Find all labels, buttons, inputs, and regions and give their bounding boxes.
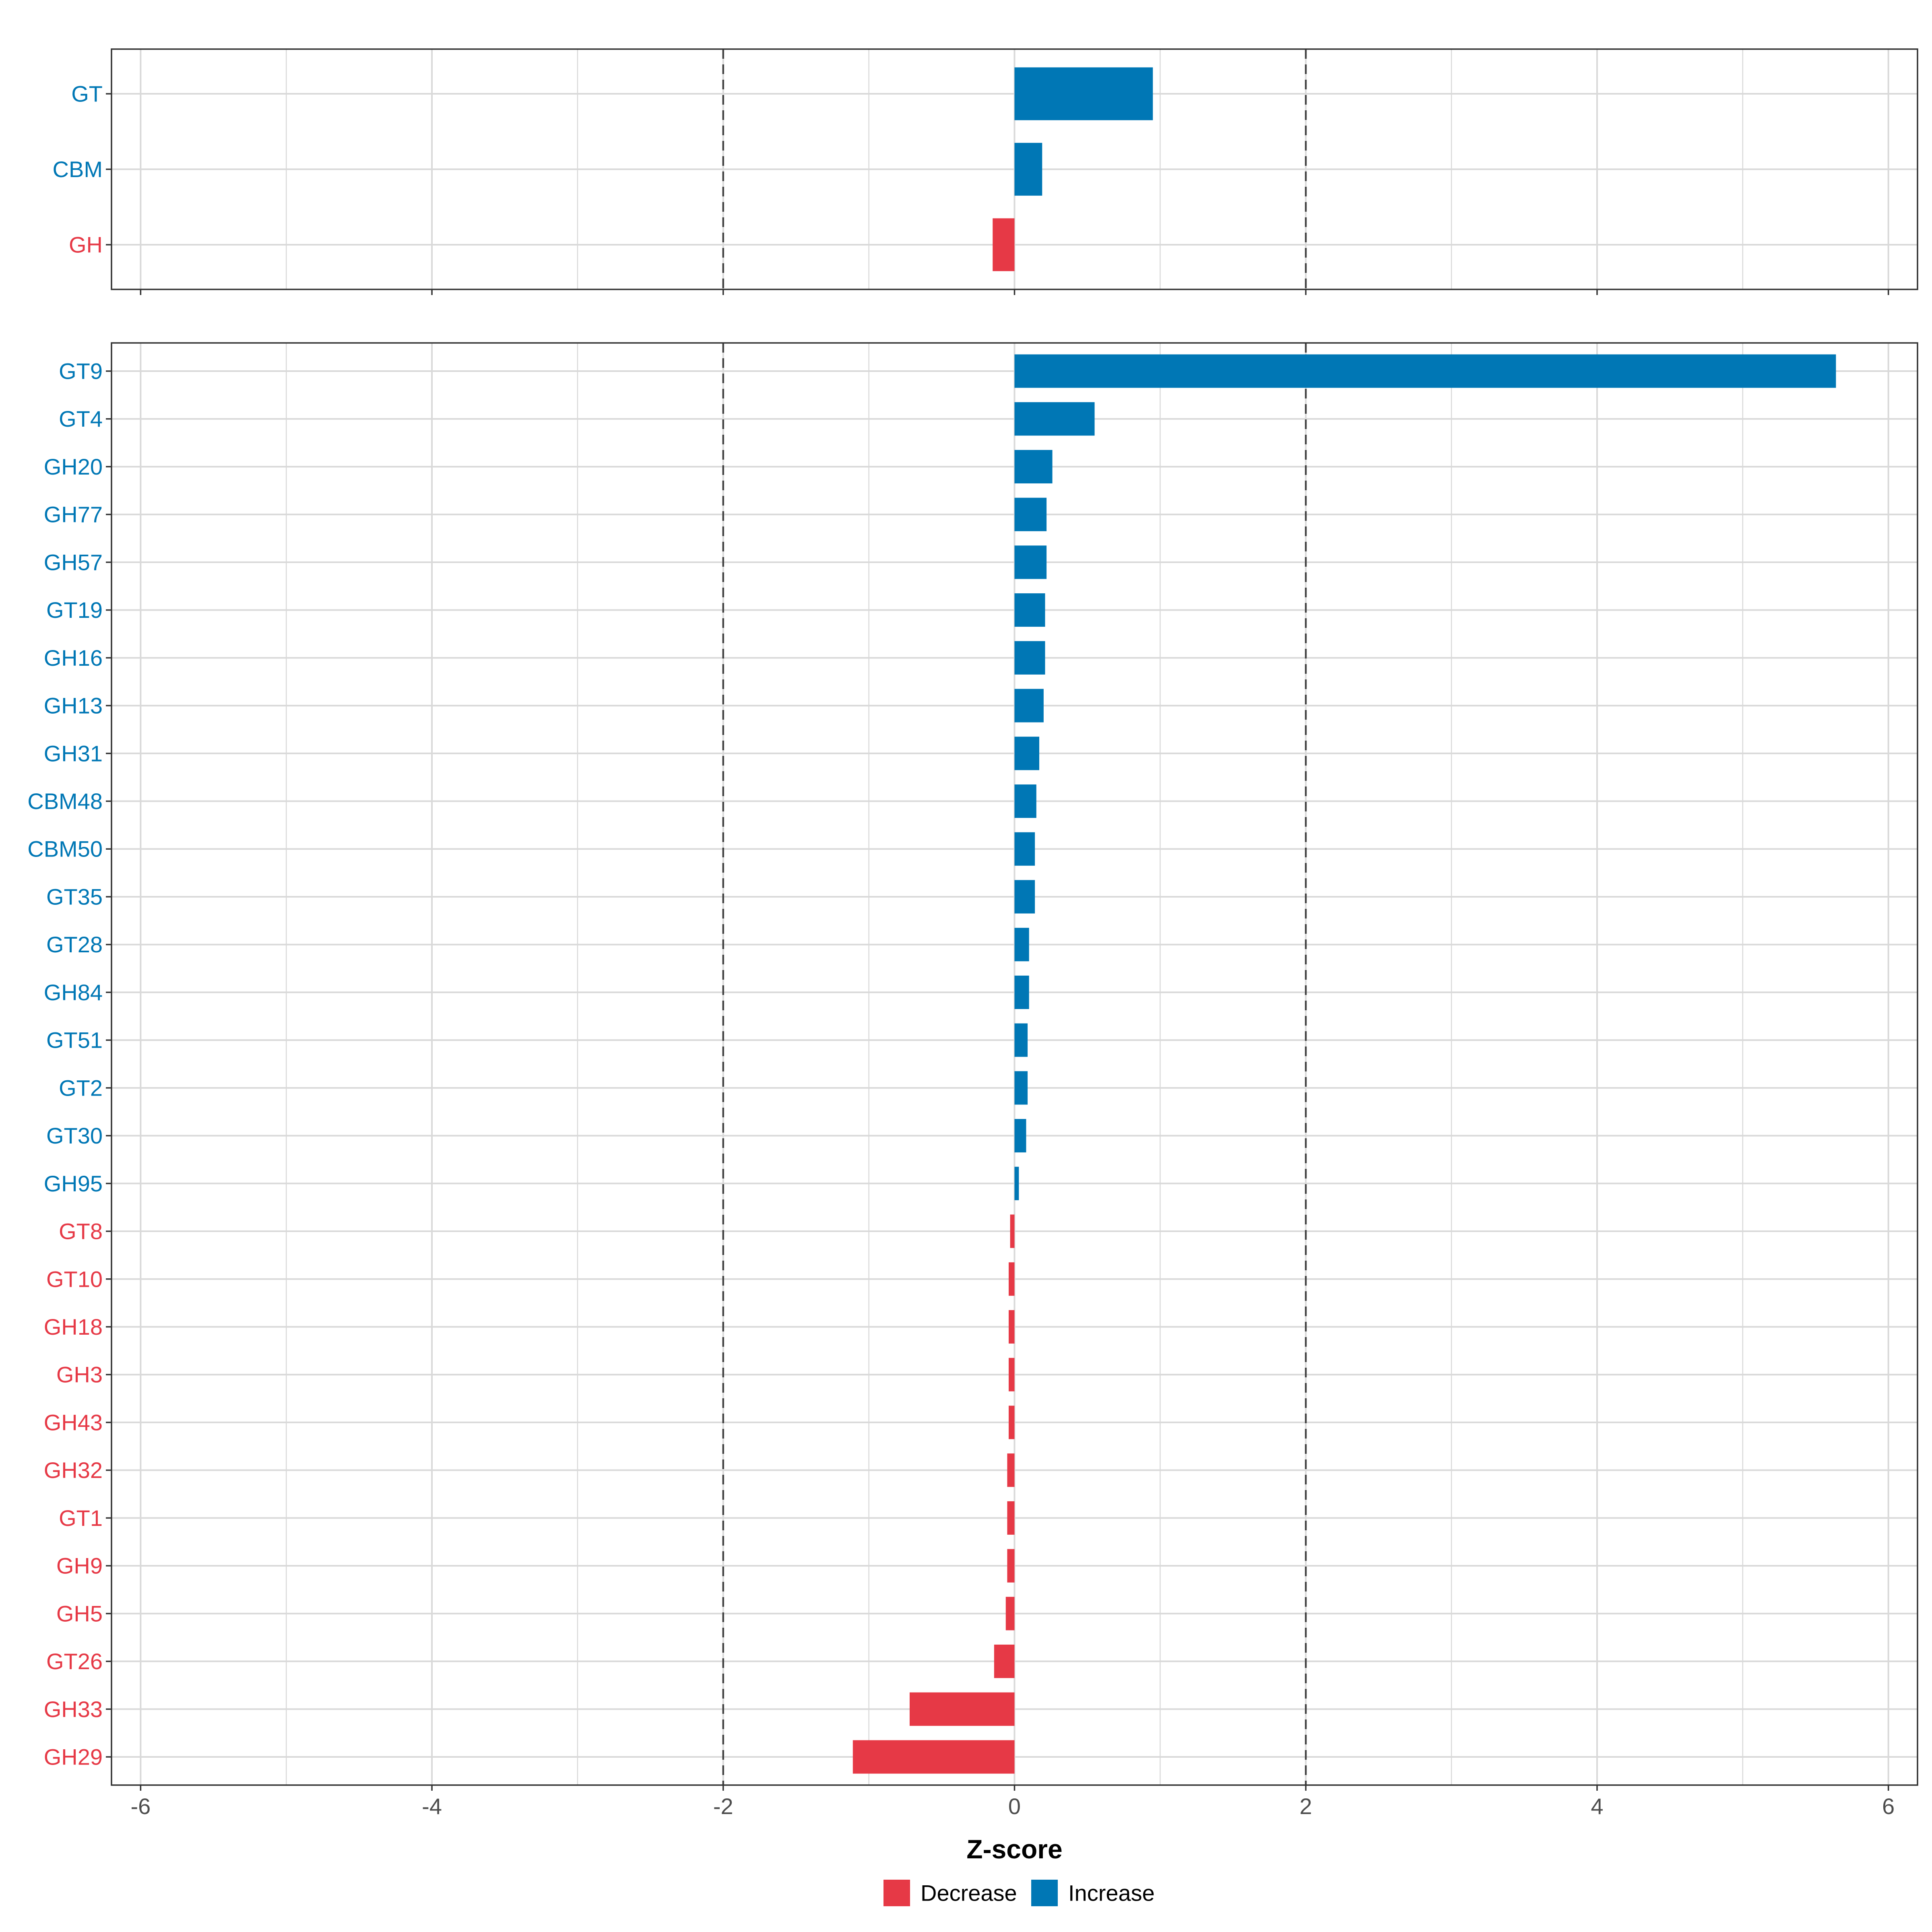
- bar-gh43: [1009, 1406, 1015, 1439]
- legend-swatch-increase: [1031, 1880, 1058, 1906]
- y-tick-label: GH32: [44, 1457, 103, 1483]
- bar-gh31: [1014, 737, 1040, 770]
- bar-gh18: [1009, 1310, 1015, 1344]
- bar-gt1: [1007, 1501, 1015, 1535]
- bar-gh33: [909, 1692, 1015, 1726]
- y-tick-label: GH95: [44, 1171, 103, 1196]
- bar-gt4: [1014, 402, 1095, 436]
- x-tick-label: 6: [1882, 1794, 1895, 1819]
- bar-gt19: [1014, 593, 1045, 627]
- bar-gh13: [1014, 689, 1044, 722]
- bar-gt8: [1010, 1214, 1015, 1248]
- bar-gh: [993, 218, 1015, 271]
- y-tick-label: GT: [71, 81, 103, 107]
- y-tick-label: GT2: [59, 1075, 103, 1100]
- bar-gt26: [994, 1644, 1015, 1678]
- legend-label-increase: Increase: [1068, 1880, 1155, 1906]
- y-tick-label: GH29: [44, 1744, 103, 1770]
- bar-gh29: [852, 1740, 1015, 1774]
- y-tick-label: GT4: [59, 406, 103, 431]
- bar-gt10: [1009, 1262, 1015, 1296]
- bar-gh32: [1007, 1453, 1015, 1487]
- bar-gh20: [1014, 450, 1053, 484]
- bar-gt30: [1014, 1119, 1026, 1153]
- bar-gt51: [1014, 1023, 1028, 1057]
- x-tick-label: 2: [1300, 1794, 1312, 1819]
- y-tick-label: GT35: [46, 884, 103, 909]
- bar-cbm: [1014, 142, 1042, 196]
- y-tick-label: GH43: [44, 1410, 103, 1435]
- y-tick-label: CBM: [53, 157, 103, 182]
- bar-gt9: [1014, 354, 1836, 388]
- bar-gh77: [1014, 497, 1047, 531]
- y-tick-label: GT19: [46, 597, 103, 623]
- y-tick-label: GH84: [44, 980, 103, 1005]
- bar-gh9: [1007, 1549, 1015, 1583]
- x-tick-label: -6: [130, 1794, 151, 1819]
- y-tick-label: GH18: [44, 1314, 103, 1340]
- bar-cbm50: [1014, 832, 1035, 866]
- y-tick-label: GT8: [59, 1219, 103, 1244]
- x-tick-label: -4: [422, 1794, 442, 1819]
- y-tick-label: GH31: [44, 741, 103, 766]
- bar-gt35: [1014, 880, 1035, 914]
- y-tick-label: GT51: [46, 1028, 103, 1053]
- x-tick-label: -2: [713, 1794, 733, 1819]
- y-tick-label: GT9: [59, 359, 103, 384]
- y-tick-label: GT28: [46, 932, 103, 957]
- y-tick-label: GT10: [46, 1266, 103, 1292]
- y-tick-label: GH33: [44, 1697, 103, 1722]
- bar-gh95: [1014, 1166, 1019, 1200]
- bar-cbm48: [1014, 784, 1036, 818]
- y-tick-label: GH20: [44, 454, 103, 479]
- y-tick-label: GH16: [44, 645, 103, 671]
- y-tick-label: GT30: [46, 1123, 103, 1148]
- y-tick-label: GH: [69, 232, 103, 258]
- y-tick-label: GH13: [44, 693, 103, 718]
- legend-swatch-decrease: [883, 1880, 910, 1906]
- x-axis-title: Z-score: [966, 1834, 1062, 1864]
- x-tick-label: 0: [1008, 1794, 1021, 1819]
- bar-gt28: [1014, 928, 1029, 962]
- bar-gh84: [1014, 975, 1029, 1009]
- legend-label-decrease: Decrease: [921, 1880, 1017, 1906]
- bar-gt2: [1014, 1071, 1028, 1105]
- y-tick-label: GH57: [44, 549, 103, 575]
- bar-gh3: [1009, 1358, 1015, 1391]
- y-tick-label: CBM50: [27, 836, 103, 862]
- bar-gt: [1014, 67, 1153, 120]
- x-tick-label: 4: [1591, 1794, 1603, 1819]
- y-tick-label: GH9: [56, 1553, 103, 1579]
- y-tick-label: GH3: [56, 1362, 103, 1387]
- bar-gh16: [1014, 641, 1045, 675]
- y-tick-label: GH77: [44, 502, 103, 527]
- bar-gh57: [1014, 545, 1047, 579]
- bar-gh5: [1005, 1597, 1015, 1631]
- y-tick-label: GT26: [46, 1649, 103, 1674]
- y-tick-label: GH5: [56, 1601, 103, 1626]
- y-tick-label: GT1: [59, 1505, 103, 1531]
- y-tick-label: CBM48: [27, 788, 103, 814]
